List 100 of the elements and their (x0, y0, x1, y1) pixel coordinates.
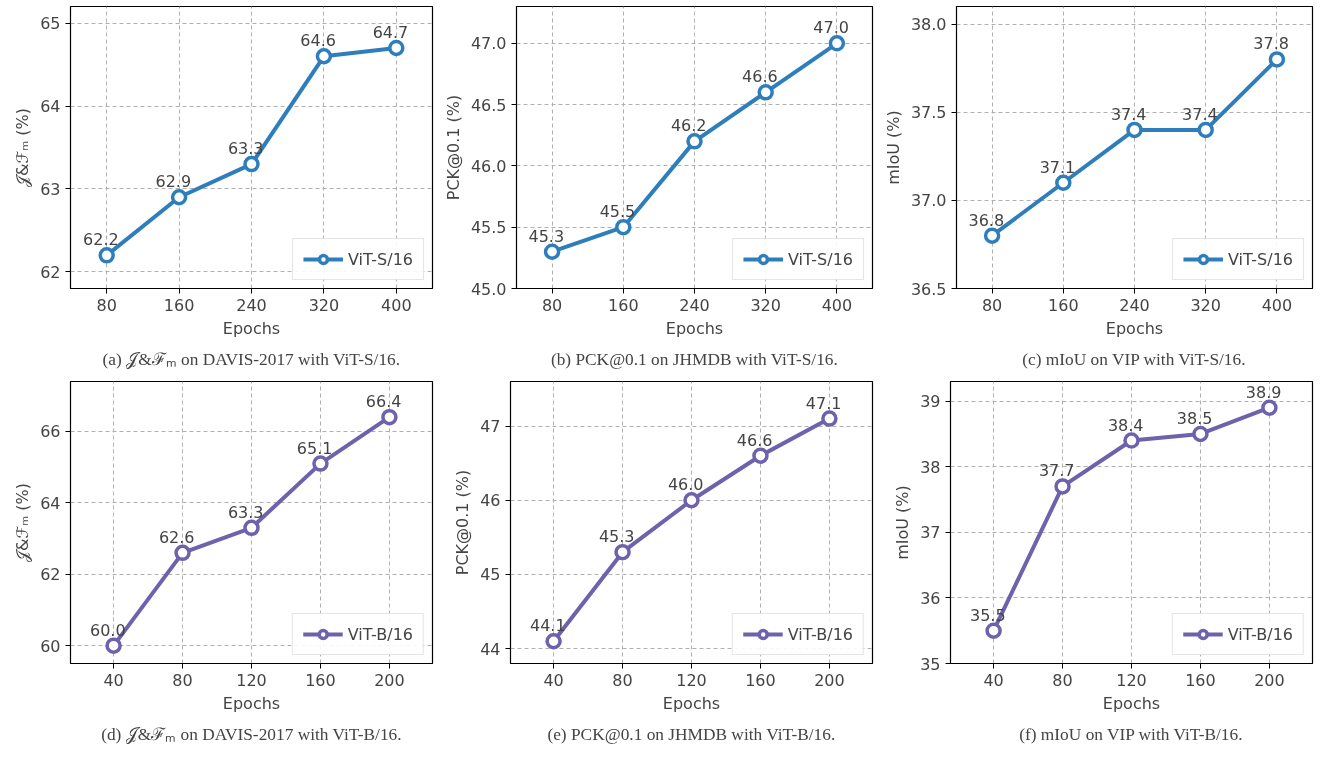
data-label: 37.4 (1110, 104, 1147, 124)
data-label: 62.2 (83, 230, 119, 250)
x-tick-label: 120 (676, 670, 707, 690)
y-tick-label: 37.5 (910, 103, 947, 123)
y-tick-label: 44 (480, 639, 501, 659)
text: (c) mIoU on VIP with ViT-S/16. (1022, 349, 1246, 369)
x-axis-title: Epochs (1105, 318, 1164, 338)
x-tick-label: 160 (305, 670, 336, 690)
data-label: 64.7 (372, 22, 409, 42)
y-tick-label: 64 (40, 493, 61, 513)
x-tick-label: 40 (543, 670, 564, 690)
x-tick-label: 40 (983, 670, 1004, 690)
point (1126, 121, 1143, 139)
data-label: 45.5 (599, 202, 636, 222)
x-axis-title: Epochs (1102, 693, 1161, 713)
point (1268, 51, 1286, 68)
legend-label: ViT-B/16 (787, 624, 853, 644)
y-axis-title: PCK@0.1 (%) (453, 469, 473, 576)
x-tick-label: 320 (308, 295, 340, 315)
data-label: 37.8 (1253, 34, 1289, 54)
y-tick-label: 46.5 (470, 95, 507, 115)
data-label: 45.3 (598, 527, 635, 547)
point (543, 243, 561, 260)
y-axis-title: 𝒥&ℱₘ (%) (13, 108, 33, 187)
data-label: 38.9 (1245, 382, 1282, 402)
x-tick-label: 240 (679, 295, 710, 315)
legend-label: ViT-B/16 (1227, 624, 1293, 644)
point (545, 633, 562, 650)
y-tick-label: 39 (920, 392, 941, 412)
text: (d) 𝒥&ℱₘ on DAVIS-2017 with ViT-B/16. (101, 724, 402, 744)
x-tick-label: 160 (608, 295, 639, 315)
y-tick-label: 46.0 (470, 156, 507, 176)
legend-label: ViT-S/16 (1227, 249, 1293, 269)
y-tick-label: 63 (40, 179, 61, 199)
data-label: 38.5 (1176, 408, 1213, 428)
text: (b) PCK@0.1 on JHMDB with ViT-S/16. (550, 349, 838, 369)
x-tick-label: 160 (163, 295, 195, 315)
point (983, 227, 1001, 244)
y-tick-label: 35 (920, 654, 941, 674)
x-tick-label: 40 (103, 670, 124, 690)
x-tick-label: 200 (374, 670, 405, 690)
text: (e) PCK@0.1 on JHMDB with ViT-B/16. (547, 724, 836, 744)
y-axis-title: mIoU (%) (883, 110, 903, 185)
text: (f) mIoU on VIP with ViT-B/16. (1019, 724, 1243, 744)
point (821, 410, 838, 427)
y-tick-label: 46 (480, 491, 501, 511)
x-tick-label: 200 (814, 670, 845, 690)
x-tick-label: 160 (745, 670, 776, 690)
x-axis-title: Epochs (222, 693, 281, 713)
y-tick-label: 45.0 (470, 279, 507, 299)
data-label: 44.1 (529, 616, 566, 636)
point (985, 622, 1002, 639)
y-tick-label: 60 (40, 636, 61, 656)
point (828, 35, 846, 52)
data-label: 37.4 (1182, 104, 1218, 124)
data-label: 37.1 (1039, 157, 1076, 177)
point (1055, 174, 1072, 191)
data-label: 46.6 (742, 67, 778, 87)
point (752, 447, 769, 464)
y-tick-label: 65 (40, 14, 61, 34)
point (615, 218, 632, 236)
x-tick-label: 320 (750, 295, 781, 315)
y-tick-label: 62 (40, 262, 61, 282)
x-tick-label: 320 (1190, 295, 1221, 315)
point (105, 637, 122, 654)
y-tick-label: 45.5 (470, 218, 507, 238)
x-axis-title: Epochs (665, 318, 724, 338)
point (1054, 478, 1071, 495)
x-tick-label: 80 (981, 295, 1003, 315)
data-label: 66.4 (365, 392, 402, 412)
point (1192, 425, 1209, 443)
y-tick-label: 47.0 (470, 34, 507, 54)
point (381, 408, 398, 426)
y-tick-label: 64 (40, 97, 61, 117)
data-label: 47.0 (813, 18, 849, 38)
x-tick-label: 400 (381, 295, 412, 315)
legend-label: ViT-S/16 (347, 249, 413, 269)
x-tick-label: 400 (821, 295, 853, 315)
x-tick-label: 240 (236, 295, 267, 315)
x-tick-label: 120 (236, 670, 267, 690)
point (1197, 121, 1214, 139)
x-tick-label: 240 (1119, 295, 1150, 315)
y-axis-title: 𝒥&ℱₘ (%) (13, 483, 33, 562)
x-tick-label: 160 (1185, 670, 1216, 690)
point (315, 48, 333, 65)
y-tick-label: 38 (920, 457, 941, 477)
y-tick-label: 45 (480, 565, 501, 585)
data-label: 63.3 (227, 139, 264, 159)
point (1123, 432, 1140, 449)
y-tick-label: 36.5 (910, 279, 947, 299)
point (1261, 399, 1278, 416)
point (686, 133, 703, 150)
x-tick-label: 80 (541, 295, 563, 315)
data-label: 38.4 (1107, 415, 1144, 435)
y-tick-label: 66 (40, 422, 61, 442)
point (174, 544, 191, 562)
point (388, 39, 405, 57)
y-axis-title: PCK@0.1 (%) (443, 94, 463, 201)
data-label: 47.1 (805, 393, 842, 413)
x-tick-label: 400 (1261, 295, 1293, 315)
